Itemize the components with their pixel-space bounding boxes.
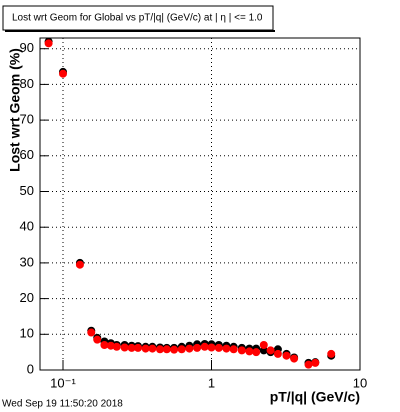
marker — [207, 343, 216, 352]
marker — [87, 328, 96, 337]
marker — [193, 343, 202, 352]
y-tick-label: 60 — [20, 147, 34, 162]
marker — [59, 69, 68, 78]
marker — [290, 354, 299, 363]
marker — [44, 39, 53, 48]
marker — [214, 343, 223, 352]
x-tick-label: 10 — [353, 375, 367, 390]
x-tick-label: 1 — [208, 375, 215, 390]
marker — [273, 349, 282, 358]
y-tick-label: 50 — [20, 183, 34, 198]
marker — [162, 345, 171, 354]
marker — [327, 349, 336, 358]
y-tick-label: 90 — [20, 40, 34, 55]
footer: Wed Sep 19 11:50:20 2018 — [2, 399, 123, 410]
marker — [112, 342, 121, 351]
y-tick-label: 20 — [20, 290, 34, 305]
marker — [156, 345, 165, 354]
title-box — [2, 5, 274, 31]
x-axis-label: pT/|q| (GeV/c) — [270, 389, 360, 405]
marker — [259, 341, 268, 350]
marker — [170, 345, 179, 354]
marker — [134, 343, 143, 352]
marker — [75, 260, 84, 269]
marker — [229, 345, 238, 354]
marker — [100, 341, 109, 350]
marker — [304, 360, 313, 369]
y-tick-label: 40 — [20, 219, 34, 234]
y-tick-label: 80 — [20, 76, 34, 91]
marker — [311, 358, 320, 367]
marker — [148, 344, 157, 353]
marker — [93, 335, 102, 344]
marker — [245, 347, 254, 356]
marker — [222, 344, 231, 353]
marker — [127, 343, 136, 352]
marker — [177, 345, 186, 354]
marker — [252, 348, 261, 357]
y-tick-label: 10 — [20, 326, 34, 341]
chart-title: Lost wrt Geom for Global vs pT/|q| (GeV/… — [12, 13, 263, 24]
marker — [237, 346, 246, 355]
x-tick-label: 10⁻¹ — [50, 375, 76, 390]
marker — [185, 344, 194, 353]
marker — [200, 342, 209, 351]
marker — [282, 351, 291, 360]
y-axis-label: Lost wrt Geom (%) — [7, 48, 23, 172]
marker — [266, 346, 275, 355]
marker — [120, 343, 129, 352]
y-tick-label: 70 — [20, 112, 34, 127]
y-tick-label: 30 — [20, 254, 34, 269]
marker — [141, 344, 150, 353]
title-shadow — [5, 30, 275, 32]
y-tick-label: 0 — [27, 361, 34, 376]
